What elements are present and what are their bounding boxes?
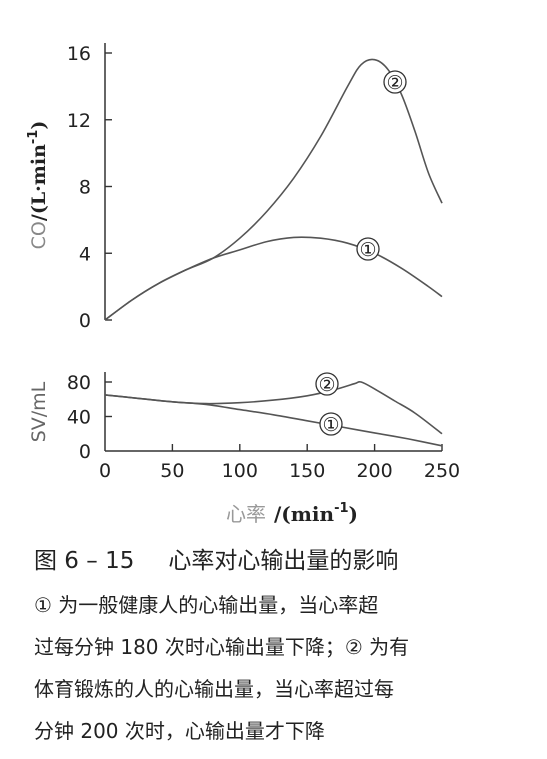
sv-series-2-line — [104, 380, 443, 435]
co-series-1-marker: ① — [356, 237, 380, 261]
sv-x-tick-label: 100 — [222, 460, 258, 482]
sv-series-1-label: ① — [322, 414, 339, 436]
caption-line: ① 为一般健康人的心输出量，当心率超 — [34, 593, 379, 617]
co-y-label-prefix: CO — [28, 221, 50, 249]
sv-series-1-line — [104, 394, 443, 447]
caption-title-row: 图 6 – 15 心率对心输出量的影响 — [34, 544, 534, 578]
sv-y-ticks: 0 40 80 — [67, 372, 112, 463]
co-series-2-label: ② — [386, 72, 403, 94]
sv-x-tick-label: 250 — [424, 460, 460, 482]
sv-x-tick-label: 200 — [356, 460, 392, 482]
sv-x-tick-label: 50 — [160, 460, 184, 482]
sv-series-2-label: ② — [318, 374, 335, 396]
co-y-tick-label: 8 — [79, 177, 91, 199]
co-series-1-line — [104, 236, 443, 321]
co-y-label-units: /(L·min — [28, 144, 50, 221]
sv-series-2-marker: ② — [315, 372, 339, 396]
co-y-tick-label: 12 — [67, 110, 91, 132]
co-series-2-line — [104, 58, 443, 321]
sv-y-tick-label: 0 — [79, 441, 91, 463]
sv-x-ticks: 0 50 100 150 200 250 — [99, 444, 460, 482]
sv-series-1-marker: ① — [319, 412, 343, 436]
sv-y-tick-label: 80 — [67, 372, 91, 394]
co-y-tick-label: 4 — [79, 243, 91, 265]
x-label-exp: -1 — [334, 501, 348, 516]
co-y-label-close: ) — [28, 121, 50, 130]
caption-body: ① 为一般健康人的心输出量，当心率超 过每分钟 180 次时心输出量下降；② 为… — [34, 584, 534, 752]
x-label-units: /(min — [274, 502, 335, 526]
x-axis-label: 心率 /(min-1) — [226, 501, 358, 526]
co-y-tick-label: 0 — [79, 310, 91, 332]
caption-line: 过每分钟 180 次时心输出量下降；② 为有 — [34, 635, 410, 659]
sv-x-tick-label: 0 — [99, 460, 111, 482]
x-label-prefix: 心率 — [226, 502, 266, 526]
sv-y-axis-label: SV/mL — [28, 381, 50, 442]
svg-text:CO/(L·min-1): CO/(L·min-1) — [26, 121, 50, 250]
caption-line: 分钟 200 次时，心输出量才下降 — [34, 719, 325, 743]
co-series-1-label: ① — [359, 239, 376, 261]
co-y-tick-label: 16 — [67, 43, 91, 65]
caption-number: 图 6 – 15 — [34, 548, 135, 574]
x-label-close: ) — [349, 502, 358, 526]
sv-x-tick-label: 150 — [289, 460, 325, 482]
co-y-ticks: 0 4 8 12 16 — [67, 43, 112, 332]
co-chart: 0 4 8 12 16 ① ② CO/(L·min-1) — [26, 43, 443, 332]
co-y-label-exp: -1 — [26, 130, 41, 144]
sv-y-label-text: SV/mL — [28, 381, 50, 442]
co-series-2-marker: ② — [383, 70, 407, 94]
caption-title: 心率对心输出量的影响 — [168, 548, 399, 574]
caption-line: 体育锻炼的人的心输出量，当心率超过每 — [34, 677, 394, 701]
sv-chart: 0 40 80 0 50 100 150 200 250 ② ① SV/mL 心率 /(min-… — [28, 372, 460, 526]
figure-caption: 图 6 – 15 心率对心输出量的影响 ① 为一般健康人的心输出量，当心率超 过每… — [34, 544, 534, 752]
co-y-axis-label: CO/(L·min-1) — [26, 121, 50, 250]
sv-y-tick-label: 40 — [67, 407, 91, 429]
